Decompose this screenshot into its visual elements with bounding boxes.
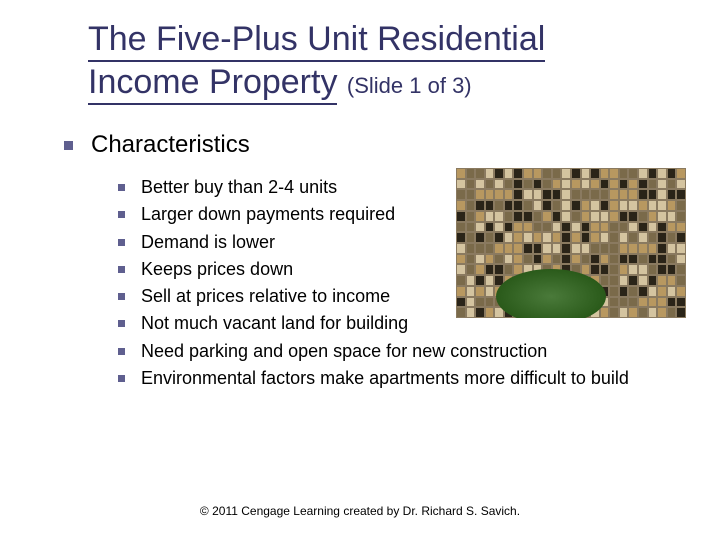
list-item: Need parking and open space for new cons… (118, 339, 692, 363)
title-slide-indicator: (Slide 1 of 3) (347, 73, 472, 98)
list-item-text: Demand is lower (141, 230, 275, 254)
bullet-square-icon (118, 375, 125, 382)
section-heading-row: Characteristics (64, 131, 692, 159)
list-item-text: Environmental factors make apartments mo… (141, 366, 629, 390)
slide-title: The Five-Plus Unit Residential Income Pr… (88, 18, 692, 103)
list-item-text: Need parking and open space for new cons… (141, 339, 547, 363)
list-item-text: Not much vacant land for building (141, 311, 408, 335)
image-tree (496, 269, 606, 318)
slide-container: The Five-Plus Unit Residential Income Pr… (0, 0, 720, 540)
copyright-footer: © 2011 Cengage Learning created by Dr. R… (0, 504, 720, 518)
title-line1: The Five-Plus Unit Residential (88, 20, 545, 62)
bullet-square-icon (118, 348, 125, 355)
list-item-text: Keeps prices down (141, 257, 293, 281)
bullet-square-icon (118, 184, 125, 191)
bullet-square-icon (118, 239, 125, 246)
section-heading: Characteristics (91, 131, 250, 159)
bullet-square-icon (118, 266, 125, 273)
bullet-square-icon (118, 211, 125, 218)
list-item-text: Larger down payments required (141, 202, 395, 226)
apartment-building-image (456, 168, 686, 318)
bullet-square-icon (118, 320, 125, 327)
bullet-square-icon (118, 293, 125, 300)
list-item-text: Sell at prices relative to income (141, 284, 390, 308)
bullet-square-icon (64, 141, 73, 150)
list-item-text: Better buy than 2-4 units (141, 175, 337, 199)
list-item: Environmental factors make apartments mo… (118, 366, 692, 390)
title-line2-main: Income Property (88, 63, 337, 105)
